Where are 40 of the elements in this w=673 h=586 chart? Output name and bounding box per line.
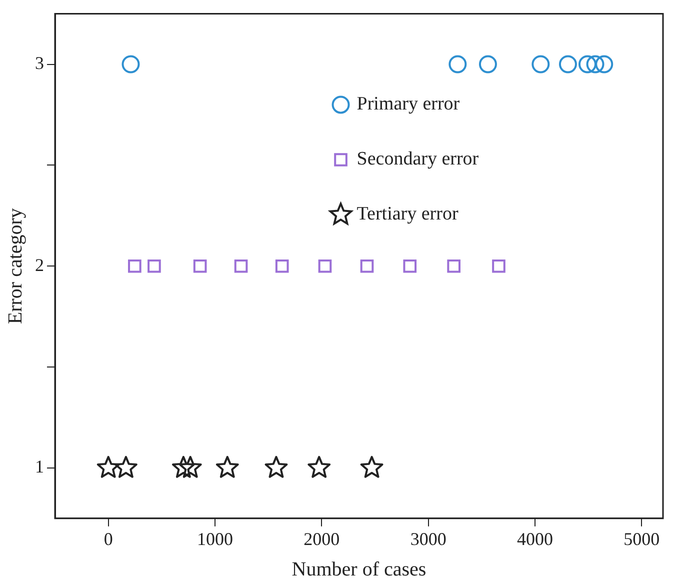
point (447, 259, 460, 273)
legend-label: Tertiary error (356, 204, 459, 225)
point (532, 55, 550, 74)
point (318, 259, 332, 273)
point (360, 456, 384, 478)
point (578, 55, 596, 74)
legend-label: Secondary error (356, 148, 480, 170)
point (178, 456, 202, 478)
point (114, 456, 138, 478)
point (360, 259, 374, 273)
point (264, 456, 288, 478)
point (308, 456, 331, 478)
point (122, 55, 140, 74)
x-tick-label: 3000 (410, 528, 446, 549)
point (478, 55, 497, 74)
point (403, 259, 417, 273)
point (448, 55, 467, 74)
y-axis-title: Error category (4, 208, 26, 324)
point (128, 259, 142, 273)
x-tick-label: 1000 (197, 528, 233, 549)
x-tick-label: 5000 (624, 528, 660, 549)
x-tick-label: 4000 (517, 528, 553, 549)
y-tick-label: 3 (35, 52, 44, 73)
point (558, 55, 577, 74)
point (586, 55, 604, 74)
legend-label: Primary error (356, 94, 460, 115)
point (595, 55, 614, 74)
point (275, 259, 289, 273)
x-tick-label: 0 (104, 528, 113, 549)
point (492, 259, 506, 273)
point (234, 259, 248, 273)
point (216, 456, 239, 478)
point (96, 456, 120, 478)
x-axis-title: Number of cases (292, 558, 426, 580)
y-tick-label: 1 (35, 456, 44, 477)
x-tick-label: 2000 (304, 528, 340, 549)
point (148, 259, 161, 273)
point (172, 456, 195, 478)
point (193, 259, 207, 273)
y-tick-label: 2 (35, 254, 44, 275)
